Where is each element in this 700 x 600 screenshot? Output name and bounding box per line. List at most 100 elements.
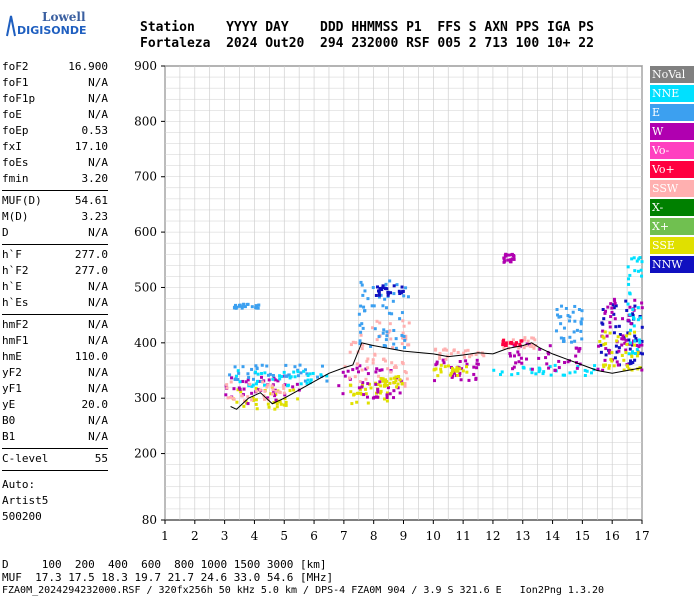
echo-point bbox=[257, 388, 261, 392]
echo-point bbox=[465, 362, 469, 366]
echo-point bbox=[250, 391, 254, 395]
echo-point bbox=[268, 372, 272, 376]
echo-point bbox=[621, 337, 625, 341]
echo-point bbox=[308, 381, 312, 385]
echo-point bbox=[369, 386, 373, 390]
echo-point bbox=[528, 344, 532, 348]
echo-point bbox=[388, 279, 392, 283]
echo-point bbox=[389, 337, 393, 341]
echo-point bbox=[282, 391, 286, 395]
echo-point bbox=[403, 381, 407, 385]
echo-point bbox=[541, 372, 545, 376]
echo-point bbox=[275, 402, 279, 406]
echo-point bbox=[254, 398, 258, 402]
echo-point bbox=[601, 322, 605, 326]
panel-separator bbox=[2, 314, 108, 315]
echo-point bbox=[519, 356, 523, 360]
echo-point bbox=[462, 351, 466, 355]
echo-point bbox=[530, 342, 534, 346]
echo-point bbox=[631, 314, 635, 318]
echo-point bbox=[369, 344, 373, 348]
echo-point bbox=[575, 346, 579, 350]
echo-point bbox=[238, 380, 242, 384]
echo-point bbox=[274, 389, 278, 393]
echo-point bbox=[251, 396, 255, 400]
legend-item-ssw: SSW bbox=[650, 180, 694, 197]
param-value: N/A bbox=[88, 382, 108, 395]
echo-point bbox=[503, 259, 507, 263]
y-tick-label: 200 bbox=[134, 447, 157, 461]
y-tick-label: 900 bbox=[134, 59, 157, 73]
echo-point bbox=[358, 387, 362, 391]
echo-point bbox=[380, 368, 384, 372]
echo-point bbox=[633, 343, 637, 347]
echo-point bbox=[381, 284, 385, 288]
echo-point bbox=[435, 362, 439, 366]
echo-point bbox=[575, 366, 579, 370]
param-foe: foE N/A bbox=[2, 108, 108, 124]
echo-point bbox=[633, 334, 637, 338]
param-fxi: fxI 17.10 bbox=[2, 140, 108, 156]
echo-point bbox=[385, 330, 389, 334]
panel-separator bbox=[2, 190, 108, 191]
echo-point bbox=[382, 328, 386, 332]
param-fof1p: foF1p N/A bbox=[2, 92, 108, 108]
echo-point bbox=[502, 257, 506, 261]
echo-point bbox=[370, 304, 374, 308]
echo-point bbox=[530, 371, 534, 375]
echo-point bbox=[568, 371, 572, 375]
echo-point bbox=[394, 346, 398, 350]
echo-point bbox=[224, 393, 228, 397]
x-tick-label: 3 bbox=[221, 529, 229, 543]
echo-point bbox=[364, 377, 368, 381]
echo-point bbox=[402, 346, 406, 350]
echo-point bbox=[325, 379, 329, 383]
echo-point bbox=[502, 338, 506, 342]
echo-point bbox=[512, 354, 516, 358]
echo-point bbox=[525, 357, 529, 361]
echo-point bbox=[283, 393, 287, 397]
echo-point bbox=[457, 373, 461, 377]
param-name: MUF(D) bbox=[2, 194, 42, 207]
echo-point bbox=[610, 351, 614, 355]
echo-point bbox=[293, 375, 297, 379]
echo-point bbox=[583, 368, 587, 372]
echo-point bbox=[241, 365, 245, 369]
echo-point bbox=[386, 367, 390, 371]
echo-point bbox=[633, 351, 637, 355]
echo-point bbox=[347, 376, 351, 380]
echo-point bbox=[360, 392, 364, 396]
param-name: foF1 bbox=[2, 76, 29, 89]
echo-point bbox=[635, 347, 639, 351]
echo-point bbox=[501, 341, 505, 345]
x-tick-label: 1 bbox=[161, 529, 169, 543]
echo-point bbox=[256, 306, 260, 310]
echo-point bbox=[635, 343, 639, 347]
echo-point bbox=[271, 374, 275, 378]
echo-point bbox=[384, 306, 388, 310]
echo-point bbox=[309, 378, 313, 382]
echo-point bbox=[390, 312, 394, 316]
footer-file-row: FZA0M_2024294232000.RSF / 320fx256h 50 k… bbox=[2, 585, 605, 596]
echo-point bbox=[282, 386, 286, 390]
echo-point bbox=[639, 268, 643, 272]
echo-point bbox=[406, 295, 410, 299]
x-tick-label: 11 bbox=[455, 529, 470, 543]
echo-point bbox=[364, 387, 368, 391]
echo-point bbox=[633, 269, 637, 273]
echo-point bbox=[522, 346, 526, 350]
echo-point bbox=[441, 348, 445, 352]
param-name: B0 bbox=[2, 414, 16, 427]
echo-point bbox=[564, 306, 568, 310]
echo-point bbox=[235, 400, 239, 404]
echo-point bbox=[549, 373, 553, 377]
echo-point bbox=[303, 368, 307, 372]
echo-point bbox=[250, 305, 254, 309]
echo-point bbox=[348, 350, 352, 354]
echo-point bbox=[280, 375, 284, 379]
echo-point bbox=[615, 360, 619, 364]
echo-point bbox=[229, 395, 233, 399]
echo-point bbox=[470, 353, 474, 357]
echo-point bbox=[566, 314, 570, 318]
echo-point bbox=[291, 385, 295, 389]
